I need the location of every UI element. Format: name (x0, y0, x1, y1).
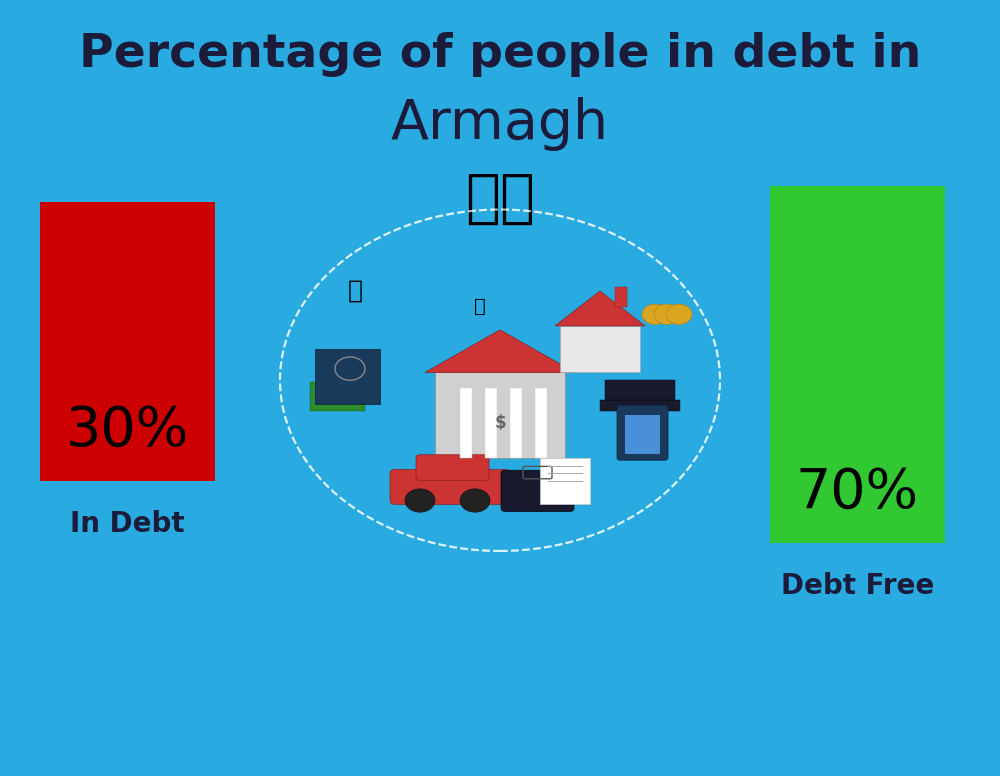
FancyBboxPatch shape (510, 388, 522, 458)
FancyBboxPatch shape (540, 458, 590, 504)
FancyBboxPatch shape (770, 186, 945, 543)
Text: 70%: 70% (796, 466, 919, 520)
FancyBboxPatch shape (310, 402, 365, 411)
FancyBboxPatch shape (310, 382, 365, 391)
Text: Debt Free: Debt Free (781, 572, 934, 600)
FancyBboxPatch shape (40, 202, 215, 481)
Text: 🦅: 🦅 (348, 279, 362, 303)
Circle shape (654, 304, 680, 324)
Polygon shape (555, 291, 645, 326)
FancyBboxPatch shape (485, 388, 497, 458)
Text: 30%: 30% (66, 404, 189, 458)
Circle shape (280, 210, 720, 551)
FancyBboxPatch shape (625, 415, 660, 454)
Circle shape (405, 489, 435, 512)
FancyBboxPatch shape (560, 326, 640, 372)
FancyBboxPatch shape (617, 405, 668, 460)
Circle shape (642, 304, 668, 324)
Text: In Debt: In Debt (70, 510, 185, 538)
FancyBboxPatch shape (600, 400, 680, 411)
FancyBboxPatch shape (390, 469, 510, 504)
Text: $: $ (494, 414, 506, 432)
Text: Percentage of people in debt in: Percentage of people in debt in (79, 32, 921, 77)
FancyBboxPatch shape (615, 287, 627, 307)
Text: 🔑: 🔑 (474, 297, 486, 316)
FancyBboxPatch shape (535, 388, 547, 458)
FancyBboxPatch shape (315, 349, 380, 404)
FancyBboxPatch shape (501, 470, 574, 511)
Text: 🇬🇧: 🇬🇧 (465, 169, 535, 227)
Circle shape (460, 489, 490, 512)
FancyBboxPatch shape (460, 388, 472, 458)
Polygon shape (425, 330, 575, 372)
FancyBboxPatch shape (416, 455, 489, 480)
FancyBboxPatch shape (310, 392, 365, 401)
Polygon shape (605, 380, 675, 400)
Circle shape (666, 304, 692, 324)
Text: Armagh: Armagh (391, 97, 609, 151)
FancyBboxPatch shape (435, 372, 565, 458)
